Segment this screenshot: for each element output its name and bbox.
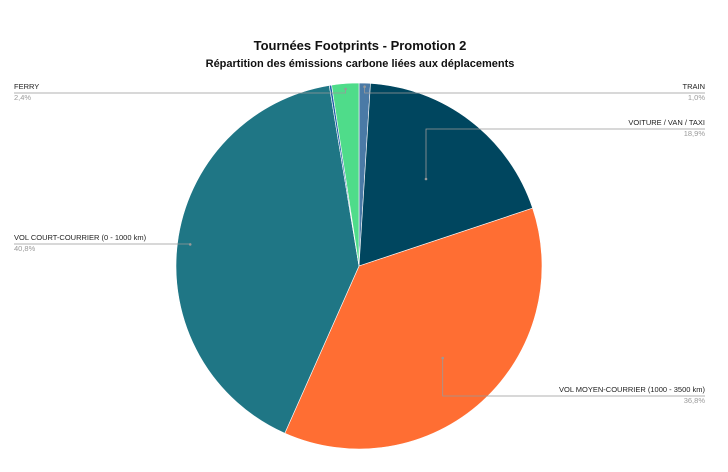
leader-dot-vol-court-courrier-0-1000-km (188, 243, 192, 246)
slice-label-vol-moyen-courrier-1000-3500-km: VOL MOYEN-COURRIER (1000 - 3500 km) (559, 385, 706, 394)
slice-value-vol-court-courrier-0-1000-km: 40,8% (14, 244, 36, 253)
slice-value-ferry: 2,4% (14, 93, 31, 102)
slice-value-voiture-van-taxi: 18,9% (684, 129, 706, 138)
pie-slice-vol-court-courrier-0-1000-km (175, 85, 360, 434)
leader-dot-train (363, 85, 366, 88)
pie-labels: TRAIN 1,0% VOITURE / VAN / TAXI 18,9% VOL MO… (14, 82, 705, 405)
slice-value-vol-moyen-courrier-1000-3500-km: 36,8% (684, 396, 706, 405)
chart-subtitle: Répartition des émissions carbone liées … (206, 58, 515, 70)
pie-slices (175, 82, 543, 450)
leader-line-train (364, 86, 705, 94)
pie-slice-vol-moyen-courrier-1000-3500-km (284, 207, 543, 450)
slice-value-train: 1,0% (688, 93, 705, 102)
slice-label-ferry: FERRY (14, 82, 39, 91)
leader-line-voiture-van-taxi (425, 128, 705, 179)
leader-dot-vol-moyen-courrier-1000-3500-km (441, 356, 445, 360)
pie-slice-voiture-van-taxi (358, 83, 533, 267)
slice-label-train: TRAIN (683, 82, 706, 91)
leader-dot-voiture-van-taxi (424, 177, 428, 181)
pie-slice-ferry (331, 82, 360, 267)
chart-title: Tournées Footprints - Promotion 2 (254, 38, 467, 53)
leader-dot-ferry (344, 87, 347, 91)
leader-line-ferry (14, 89, 347, 94)
slice-label-vol-court-courrier-0-1000-km: VOL COURT-COURRIER (0 - 1000 km) (14, 233, 147, 242)
leader-line-vol-moyen-courrier-1000-3500-km (442, 358, 705, 397)
slice-label-voiture-van-taxi: VOITURE / VAN / TAXI (628, 118, 705, 127)
